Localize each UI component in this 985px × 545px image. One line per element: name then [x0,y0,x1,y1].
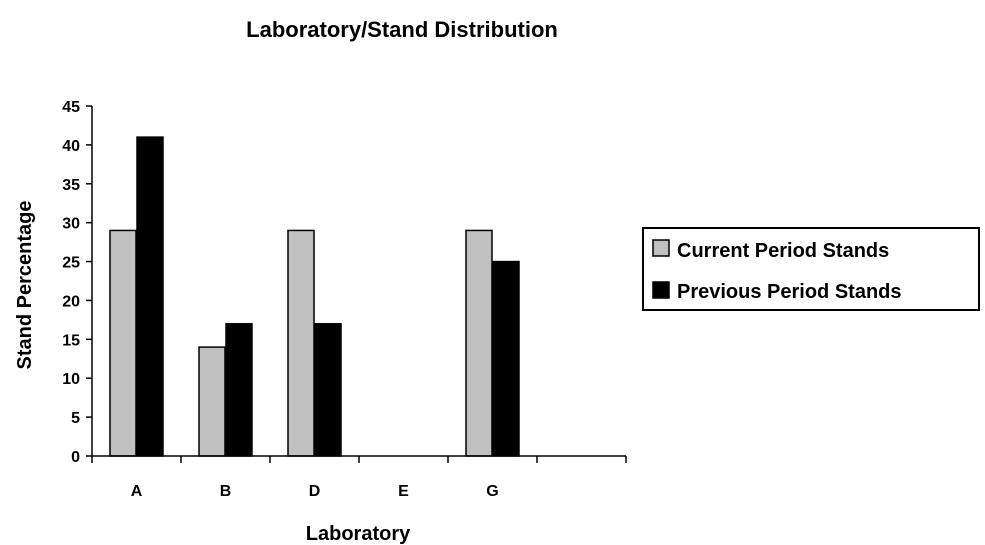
y-tick-label: 10 [62,371,80,388]
x-tick-label: A [131,483,143,500]
y-axis-title: Stand Percentage [14,201,36,370]
bar-previous-G [492,260,520,457]
legend-label-previous: Previous Period Stands [677,281,902,303]
x-tick-label: E [398,483,409,500]
x-axis-title: Laboratory [306,523,411,545]
legend-swatch-previous [652,281,670,299]
bar-current-D [287,229,315,457]
y-tick-label: 35 [62,177,80,194]
bar-previous-B [225,323,253,457]
y-tick-label: 45 [62,99,80,116]
y-tick-label: 15 [62,332,80,349]
x-tick-label: B [220,483,232,500]
x-tick-label: D [309,483,321,500]
legend-swatch-current [652,239,670,257]
legend: Current Period Stands Previous Period St… [642,227,980,311]
plot-area: 0 5 10 15 20 25 30 35 40 45 A B D E G [62,99,627,500]
y-tick-label: 25 [62,255,80,272]
y-tick-label: 20 [62,293,80,310]
y-tick-label: 40 [62,138,80,155]
chart-title: Laboratory/Stand Distribution [246,17,558,42]
legend-label-current: Current Period Stands [677,240,889,262]
bar-previous-D [314,323,342,457]
bar-current-A [109,229,137,457]
y-tick-label: 30 [62,216,80,233]
legend-box [642,227,980,311]
bar-current-G [465,229,493,457]
bar-current-B [198,346,226,457]
bar-previous-A [136,136,164,457]
y-tick-label: 5 [71,410,80,427]
x-tick-label: G [486,483,498,500]
y-tick-label: 0 [71,449,80,466]
